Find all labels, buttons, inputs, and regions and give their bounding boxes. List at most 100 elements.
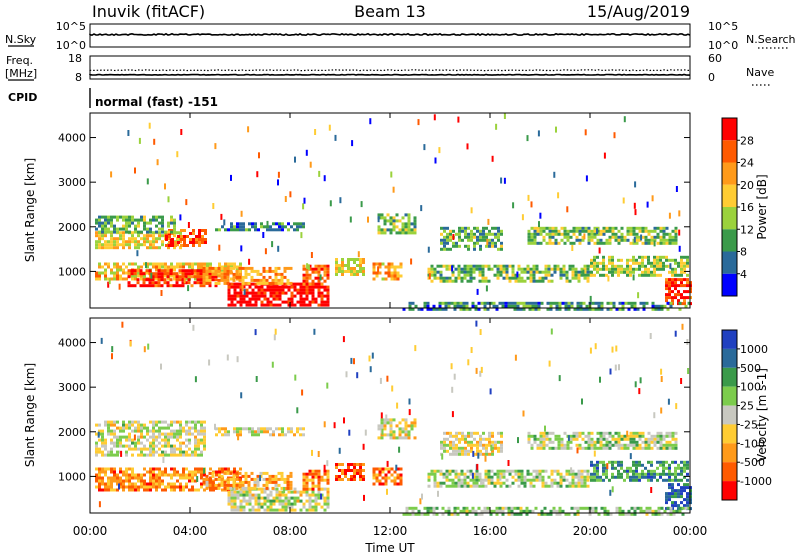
data-cell [269,499,273,503]
data-cell [242,222,245,226]
data-cell [605,443,609,447]
data-cell [195,241,198,244]
data-cell [464,437,467,441]
data-cell [119,438,122,442]
data-cell [101,429,104,433]
data-cell [520,270,524,274]
data-cell [119,429,122,433]
data-cell [183,235,186,238]
data-cell [305,270,309,274]
data-cell [179,429,182,433]
data-cell [522,509,526,513]
data-cell [251,225,254,229]
data-cell [209,488,212,492]
data-cell [145,278,149,282]
data-cell [140,485,143,489]
data-cell [128,224,131,228]
data-cell [674,270,677,274]
data-cell [517,478,521,482]
data-cell [320,505,324,509]
data-cell [482,431,485,435]
data-cell [626,261,629,265]
data-cell [554,437,558,441]
data-cell [290,285,294,289]
data-cell [190,284,194,288]
data-cell [635,241,639,245]
data-cell [555,304,559,308]
data-cell [152,429,155,433]
data-cell [197,447,200,451]
data-cell [353,270,356,273]
data-cell [484,455,487,462]
data-cell [167,423,170,427]
data-cell [262,269,266,273]
data-cell [548,360,551,367]
data-cell [239,485,242,489]
data-cell [494,241,497,245]
data-cell [599,437,603,441]
data-cell [296,225,299,229]
data-cell [539,229,543,233]
data-cell [566,206,569,213]
data-cell [165,244,168,247]
data-cell [395,231,399,235]
data-cell [311,505,315,509]
data-cell [634,209,637,216]
data-cell [659,431,663,435]
data-cell [137,274,140,278]
data-cell [317,303,321,307]
data-cell [557,437,561,441]
data-cell [319,274,322,281]
data-cell [446,238,449,242]
data-cell [536,241,540,245]
data-cell [614,440,618,444]
data-cell [254,303,258,307]
data-cell [590,463,593,467]
data-cell [335,264,338,267]
data-cell [383,219,387,223]
data-cell [485,226,488,230]
data-cell [440,440,443,444]
data-cell [125,450,128,454]
data-cell [410,231,414,235]
data-cell [226,278,230,282]
data-cell [537,512,541,516]
data-cell [194,441,197,445]
data-cell [683,267,686,271]
data-cell [384,479,388,483]
data-cell [202,272,206,276]
data-cell [464,440,467,444]
data-cell [128,426,131,430]
data-cell [656,241,660,245]
data-cell [320,297,324,301]
data-cell [170,423,173,427]
data-cell [353,273,356,276]
data-cell [554,446,558,450]
data-cell [131,473,134,477]
data-cell [574,276,578,280]
data-cell [644,446,648,450]
data-cell [550,273,554,277]
data-cell [197,488,200,492]
data-cell [484,264,488,268]
data-cell [199,281,203,285]
data-cell [353,472,356,475]
data-cell [653,240,656,247]
data-cell [621,304,625,308]
data-cell [671,495,674,499]
data-cell [130,269,134,273]
data-cell [178,278,182,282]
data-cell [131,420,134,424]
data-cell [596,431,600,435]
data-cell [110,420,113,424]
data-cell [134,441,137,445]
data-cell [227,291,231,295]
data-cell [483,304,487,308]
data-cell [182,429,185,433]
data-cell [107,453,110,457]
data-cell [481,267,485,271]
data-cell [275,288,279,292]
data-cell [185,277,188,281]
data-cell [529,481,533,485]
data-cell [233,496,237,500]
